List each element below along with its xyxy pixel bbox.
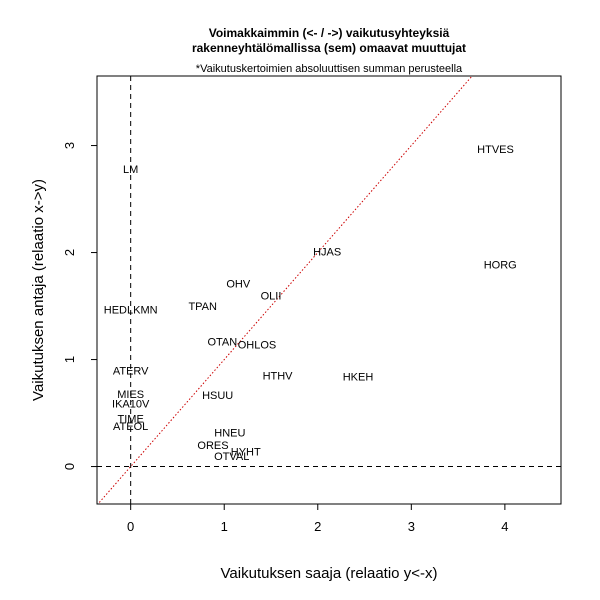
point-label-ohlos: OHLOS [238,340,277,352]
y-tick-label-2: 2 [62,249,77,256]
point-label-time: TIME [118,413,144,425]
point-labels: LM HTVES HJAS HORG OHV OLII HEDLKMN TPAN OTAN OHL… [104,144,517,463]
chart-subtitle: *Vaikutuskertoimien absoluuttisen summan… [196,63,463,75]
x-tick-label-0: 0 [127,519,134,534]
x-tick-label-1: 1 [221,519,228,534]
point-label-lm: LM [123,164,138,176]
chart-title-line-1: Voimakkaimmin (<- / ->) vaikutusyhteyksi… [209,26,450,40]
point-label-hsuu: HSUU [202,390,233,402]
y-tick-label-3: 3 [62,142,77,149]
x-axis-label: Vaikutuksen saaja (relaatio y<-x) [221,565,438,582]
point-label-hedlkmn: HEDLKMN [104,304,158,316]
point-label-mies: MIES [117,389,144,401]
x-tick-label-3: 3 [408,519,415,534]
point-label-horg: HORG [484,259,517,271]
y-tick-label-1: 1 [62,356,77,363]
chart-title-line-2: rakenneyhtälömallissa (sem) omaavat muut… [192,41,466,55]
x-axis: 0 1 2 3 4 [127,503,508,534]
point-label-tpan: TPAN [188,301,217,313]
y-axis: 0 1 2 3 [62,142,98,470]
plot-frame [96,75,562,505]
y-axis-label: Vaikutuksen antaja (relaatio x->y) [30,179,47,401]
point-label-ores: ORES [197,440,228,452]
point-label-aterv: ATERV [113,365,149,377]
point-label-hyht: HYHT [231,447,261,459]
point-label-hthv: HTHV [263,371,294,383]
x-tick-label-4: 4 [501,519,508,534]
point-label-olii: OLII [261,290,282,302]
point-label-hneu: HNEU [214,427,245,439]
point-label-hjas: HJAS [313,246,341,258]
point-label-ateol: ATEOL [113,421,148,433]
y-tick-label-0: 0 [62,463,77,470]
point-label-otan: OTAN [207,336,237,348]
point-label-ohv: OHV [226,279,251,291]
point-label-htves: HTVES [477,144,514,156]
x-tick-label-2: 2 [314,519,321,534]
point-label-hkeh: HKEH [343,372,374,384]
point-label-otval: OTVAL [214,451,249,463]
point-label-ika10v: IKA10V [112,398,150,410]
